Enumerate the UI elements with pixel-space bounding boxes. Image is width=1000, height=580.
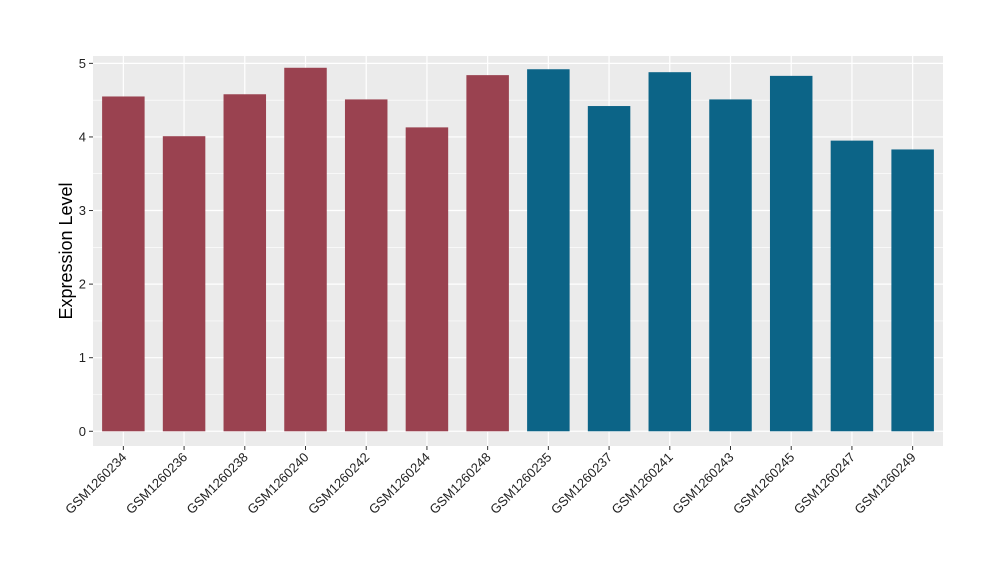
bar: [527, 69, 570, 432]
y-axis-title: Expression Level: [56, 182, 76, 319]
y-tick-label: 1: [79, 350, 86, 365]
bars: [102, 67, 934, 432]
x-tick-label: GSM1260248: [426, 450, 493, 517]
x-tick-label: GSM1260245: [730, 450, 797, 517]
x-tick-label: GSM1260240: [244, 450, 311, 517]
x-tick-label: GSM1260247: [791, 450, 858, 517]
y-tick-label: 3: [79, 203, 86, 218]
y-axis: 0 1 2 3 4 5: [79, 56, 93, 439]
bar: [891, 149, 934, 432]
y-tick-label: 5: [79, 56, 86, 71]
y-tick-label: 0: [79, 424, 86, 439]
bar: [830, 140, 874, 432]
x-tick-label: GSM1260241: [609, 450, 676, 517]
bar: [405, 127, 449, 432]
bar: [769, 75, 813, 432]
x-tick-label: GSM1260237: [548, 450, 615, 517]
bar: [466, 75, 509, 432]
bar: [709, 99, 752, 432]
bar: [344, 99, 388, 432]
x-tick-label: GSM1260243: [669, 450, 736, 517]
x-axis: GSM1260234GSM1260236GSM1260238GSM1260240…: [62, 446, 919, 517]
x-tick-label: GSM1260236: [123, 450, 190, 517]
bar: [162, 136, 206, 432]
x-tick-label: GSM1260235: [487, 450, 554, 517]
x-tick-label: GSM1260244: [366, 450, 433, 517]
bar: [587, 106, 631, 432]
x-tick-label: GSM1260238: [184, 450, 251, 517]
y-tick-label: 2: [79, 277, 86, 292]
x-tick-label: GSM1260242: [305, 450, 372, 517]
x-tick-label: GSM1260234: [62, 450, 129, 517]
bar: [102, 96, 145, 432]
bar: [648, 72, 692, 432]
bar: [284, 67, 327, 432]
y-tick-label: 4: [79, 129, 86, 144]
plot-panel: [93, 56, 943, 446]
bar: [223, 94, 267, 432]
x-tick-label: GSM1260249: [851, 450, 918, 517]
